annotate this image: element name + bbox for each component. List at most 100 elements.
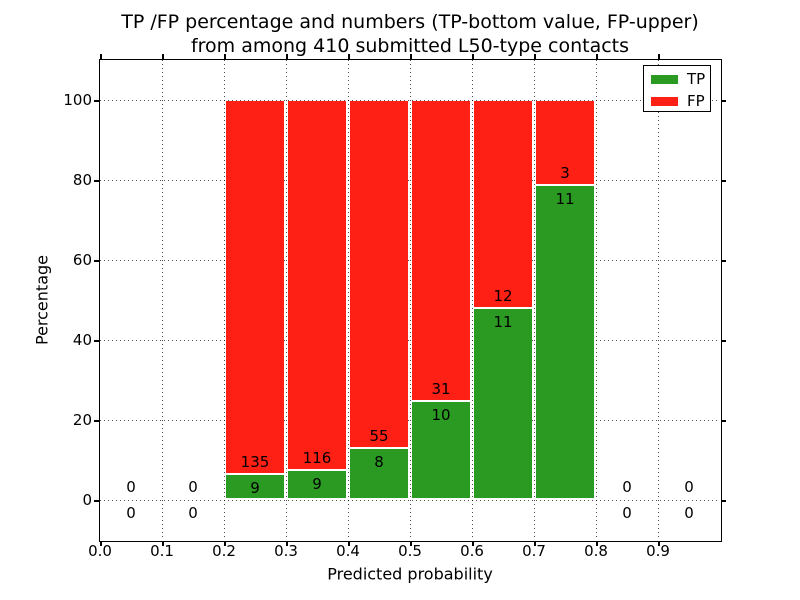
bar-tp-count-label: 0 bbox=[126, 504, 136, 522]
x-tick-label: 0.5 bbox=[398, 542, 422, 560]
y-tick bbox=[94, 260, 99, 262]
y-axis-label: Percentage bbox=[32, 254, 52, 346]
x-tick bbox=[100, 541, 102, 546]
gridline-vertical bbox=[348, 60, 349, 540]
bar-tp-count-label: 10 bbox=[431, 406, 451, 425]
gridline-vertical bbox=[472, 60, 473, 540]
bar-fp-count-label: 0 bbox=[622, 478, 632, 496]
bar-fp-count-label: 31 bbox=[431, 380, 451, 399]
bar-tp-segment bbox=[226, 475, 284, 498]
legend-swatch-fp-icon bbox=[651, 96, 678, 106]
bar-fp-count-label: 12 bbox=[493, 286, 513, 305]
x-tick-top bbox=[596, 54, 598, 59]
legend: TP FP bbox=[643, 64, 711, 112]
x-tick-top bbox=[410, 54, 412, 59]
gridline-vertical bbox=[286, 60, 287, 540]
x-tick-top bbox=[658, 54, 660, 59]
x-tick-top bbox=[534, 54, 536, 59]
bar-tp-count-label: 9 bbox=[312, 475, 322, 494]
gridline-vertical bbox=[658, 60, 659, 540]
gridline-vertical bbox=[410, 60, 411, 540]
bar-tp-count-label: 0 bbox=[188, 504, 198, 522]
gridline-vertical bbox=[224, 60, 225, 540]
x-tick-label: 0.8 bbox=[584, 542, 608, 560]
bar-tp-count-label: 0 bbox=[622, 504, 632, 522]
chart-title: TP /FP percentage and numbers (TP-bottom… bbox=[100, 10, 720, 58]
y-tick-label: 60 bbox=[72, 251, 92, 269]
legend-item-tp: TP bbox=[651, 70, 710, 89]
x-tick bbox=[162, 541, 164, 546]
bar-tp-segment bbox=[412, 402, 470, 498]
y-tick-label: 80 bbox=[72, 171, 92, 189]
bar-fp-segment bbox=[536, 101, 594, 184]
x-tick-label: 0.4 bbox=[336, 542, 360, 560]
y-tick-right bbox=[721, 100, 726, 102]
x-tick-label: 0.9 bbox=[646, 542, 670, 560]
x-axis-label: Predicted probability bbox=[327, 564, 493, 584]
bar-fp-segment bbox=[350, 101, 408, 448]
y-tick bbox=[94, 500, 99, 502]
y-tick-right bbox=[721, 260, 726, 262]
legend-swatch-tp-icon bbox=[651, 74, 678, 84]
bar-tp-count-label: 8 bbox=[374, 453, 384, 472]
x-tick-label: 0.0 bbox=[88, 542, 112, 560]
x-tick-top bbox=[224, 54, 226, 59]
x-tick bbox=[658, 541, 660, 546]
bar-fp-count-label: 116 bbox=[302, 449, 332, 468]
bar-fp-segment bbox=[226, 101, 284, 473]
bar-fp-segment bbox=[474, 101, 532, 307]
bar-tp-segment bbox=[536, 185, 594, 498]
y-tick bbox=[94, 180, 99, 182]
x-tick-top bbox=[472, 54, 474, 59]
x-tick bbox=[596, 541, 598, 546]
bar-tp-segment bbox=[474, 308, 532, 498]
y-tick-right bbox=[721, 420, 726, 422]
x-tick-label: 0.6 bbox=[460, 542, 484, 560]
y-tick-label: 40 bbox=[72, 331, 92, 349]
bar-fp-count-label: 135 bbox=[240, 453, 270, 471]
chart-title-line2: from among 410 submitted L50-type contac… bbox=[190, 35, 630, 57]
x-tick bbox=[348, 541, 350, 546]
y-tick-label: 0 bbox=[82, 491, 92, 509]
bar-fp-count-label: 0 bbox=[684, 478, 694, 496]
x-tick-label: 0.1 bbox=[150, 542, 174, 560]
bar-fp-count-label: 0 bbox=[126, 478, 136, 496]
bar-tp-count-label: 11 bbox=[493, 312, 513, 331]
bar-tp-segment bbox=[288, 471, 346, 498]
bar-tp-count-label: 0 bbox=[684, 504, 694, 522]
bar-tp-count-label: 9 bbox=[250, 479, 260, 497]
x-tick-top bbox=[348, 54, 350, 59]
y-tick bbox=[94, 100, 99, 102]
y-tick bbox=[94, 420, 99, 422]
legend-item-fp: FP bbox=[651, 92, 710, 111]
y-tick-label: 100 bbox=[63, 91, 92, 109]
y-tick-label: 20 bbox=[72, 411, 92, 429]
gridline-vertical bbox=[162, 60, 163, 540]
legend-label-tp: TP bbox=[687, 69, 706, 88]
x-tick bbox=[286, 541, 288, 546]
plot-area: TP FP 0 0 0 0 135 9 116 9 55 8 31 10 12 11 3 11 0 0 0 0 bbox=[98, 58, 722, 542]
x-tick bbox=[472, 541, 474, 546]
bar-fp-segment bbox=[288, 101, 346, 470]
gridline-vertical bbox=[596, 60, 597, 540]
y-tick bbox=[94, 340, 99, 342]
x-tick bbox=[410, 541, 412, 546]
x-tick-top bbox=[162, 54, 164, 59]
chart-title-line1: TP /FP percentage and numbers (TP-bottom… bbox=[121, 11, 699, 33]
legend-label-fp: FP bbox=[687, 91, 705, 110]
x-tick-label: 0.7 bbox=[522, 542, 546, 560]
y-tick-right bbox=[721, 340, 726, 342]
bar-fp-count-label: 55 bbox=[369, 427, 389, 446]
y-tick-right bbox=[721, 500, 726, 502]
x-tick-top bbox=[286, 54, 288, 59]
x-tick bbox=[224, 541, 226, 546]
bar-tp-segment bbox=[350, 449, 408, 498]
x-tick bbox=[534, 541, 536, 546]
x-tick-label: 0.2 bbox=[212, 542, 236, 560]
gridline-vertical bbox=[534, 60, 535, 540]
x-tick-label: 0.3 bbox=[274, 542, 298, 560]
x-tick-top bbox=[100, 54, 102, 59]
bar-tp-count-label: 11 bbox=[555, 189, 575, 208]
bar-fp-segment bbox=[412, 101, 470, 401]
